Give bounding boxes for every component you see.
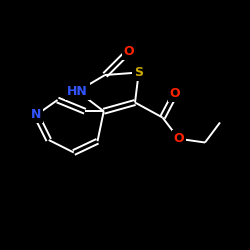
Text: HN: HN	[67, 85, 88, 98]
Text: N: N	[31, 108, 42, 122]
Text: O: O	[170, 87, 180, 100]
Text: S: S	[134, 66, 143, 79]
Text: O: O	[174, 132, 184, 145]
Text: O: O	[124, 45, 134, 58]
